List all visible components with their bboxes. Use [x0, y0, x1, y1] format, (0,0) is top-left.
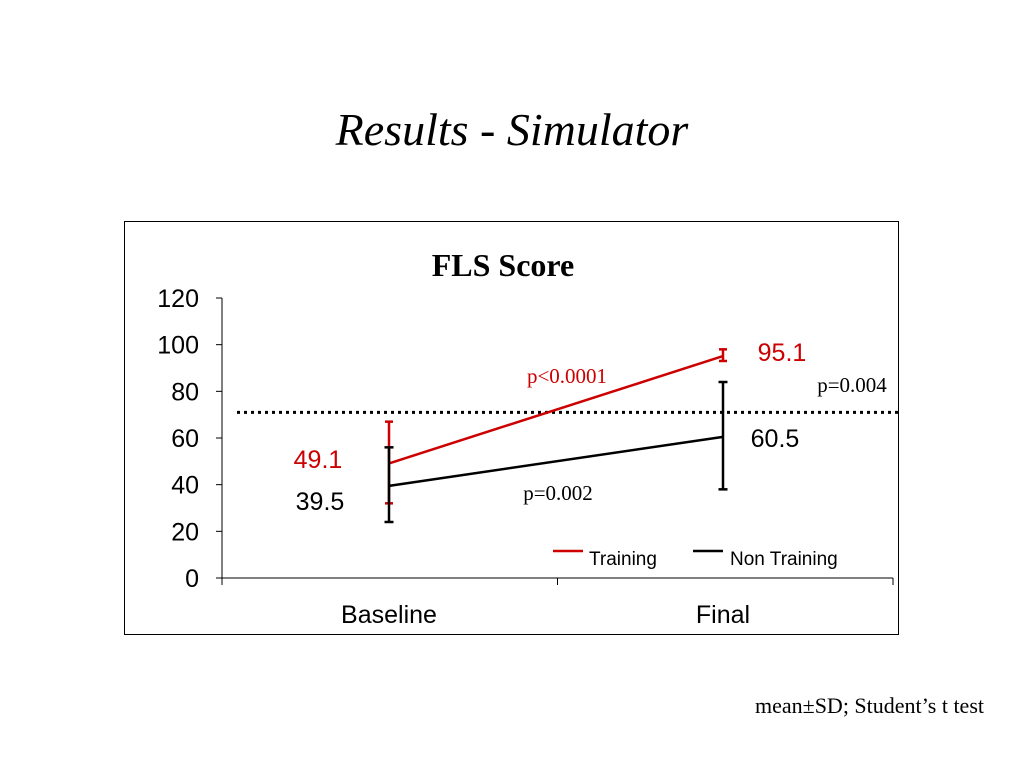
x-tick-label: Baseline: [341, 601, 437, 629]
y-tick-label: 0: [185, 565, 199, 593]
y-tick-label: 20: [171, 518, 199, 546]
x-tick-label: Final: [696, 601, 750, 629]
y-tick-label: 40: [171, 472, 199, 500]
y-tick-label: 80: [171, 378, 199, 406]
legend-label-non-training: Non Training: [730, 549, 838, 570]
p-value-annotation: p<0.0001: [527, 364, 607, 388]
non-training-value-label: 39.5: [296, 488, 345, 516]
training-series-line: [388, 354, 724, 465]
legend-label-training: Training: [589, 549, 657, 570]
slide-title: Results - Simulator: [335, 104, 689, 155]
footnote: mean±SD; Student’s t test: [754, 693, 984, 718]
p-value-annotation: p=0.002: [523, 481, 593, 505]
chart-frame: [124, 221, 899, 635]
non-training-value-label: 60.5: [751, 425, 800, 453]
p-value-annotation: p=0.004: [817, 373, 887, 397]
y-tick-label: 120: [157, 285, 199, 313]
training-value-label: 95.1: [758, 339, 807, 367]
training-value-label: 49.1: [294, 446, 343, 474]
chart-title: FLS Score: [432, 247, 575, 283]
y-tick-label: 60: [171, 425, 199, 453]
y-tick-label: 100: [157, 332, 199, 360]
non-training-series-line: [388, 435, 724, 488]
